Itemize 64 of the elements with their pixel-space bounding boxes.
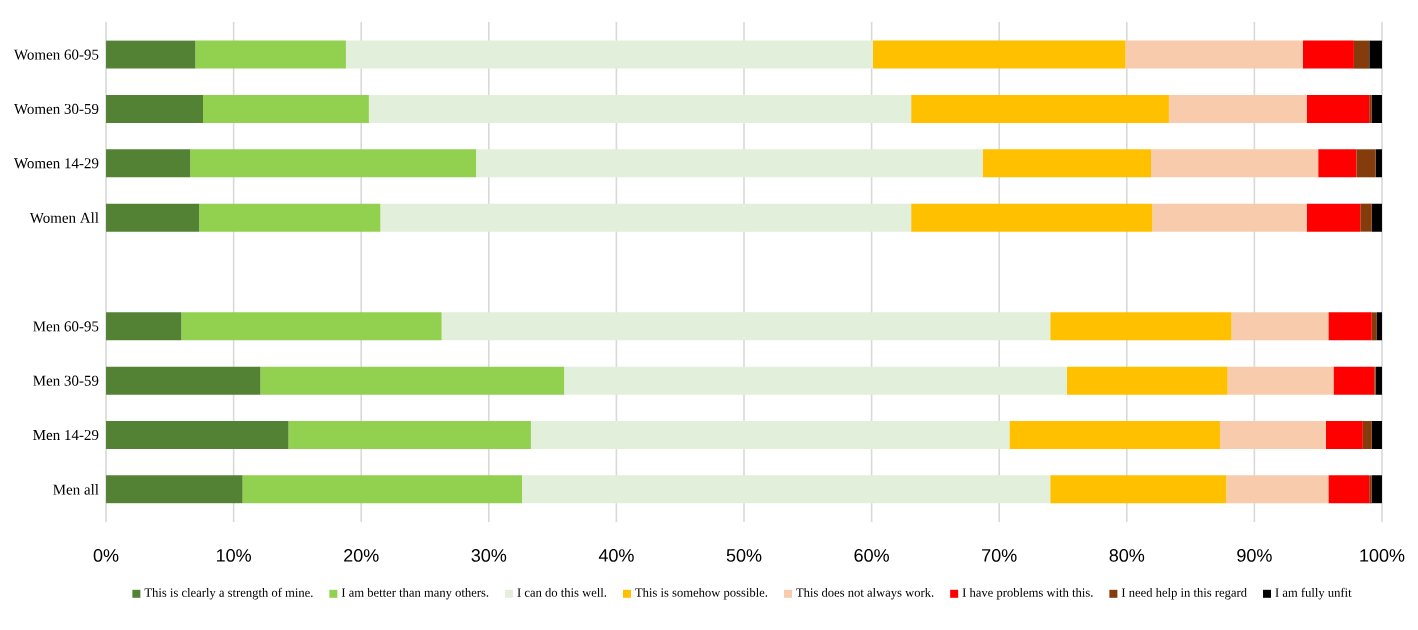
bar — [1219, 421, 1326, 450]
bar — [1306, 94, 1370, 123]
bar — [190, 149, 477, 178]
bar — [203, 94, 369, 123]
bar — [1226, 475, 1329, 504]
bar — [1356, 149, 1376, 178]
bar — [195, 40, 346, 69]
bar — [106, 149, 191, 178]
bar — [441, 312, 1051, 341]
x-tick-label: 90% — [1237, 549, 1272, 562]
bar — [1306, 203, 1361, 232]
bar — [368, 94, 912, 123]
bar — [1353, 40, 1370, 69]
x-tick-label: 60% — [854, 549, 889, 562]
bar — [1125, 40, 1303, 69]
bar — [106, 421, 289, 450]
x-tick-label: 20% — [344, 549, 379, 562]
bar — [1227, 366, 1334, 395]
bar — [345, 40, 873, 69]
bar — [911, 203, 1153, 232]
bar — [106, 475, 243, 504]
x-tick-label: 70% — [982, 549, 1017, 562]
bar — [1302, 40, 1354, 69]
bar — [242, 475, 522, 504]
bar — [911, 94, 1169, 123]
bar — [530, 421, 1010, 450]
x-tick-label: 80% — [1109, 549, 1145, 562]
bar — [872, 40, 1126, 69]
bar — [1231, 312, 1329, 341]
bar — [564, 366, 1067, 395]
bar — [288, 421, 531, 450]
bar — [521, 475, 1051, 504]
x-tick-label: 30% — [471, 549, 507, 562]
bar — [1328, 475, 1370, 504]
bar — [1009, 421, 1220, 450]
bar — [1152, 203, 1307, 232]
bar — [1371, 312, 1377, 341]
bar — [106, 40, 196, 69]
bar — [181, 312, 442, 341]
bar — [1050, 312, 1232, 341]
bar — [260, 366, 565, 395]
bar — [1328, 312, 1372, 341]
bar — [1168, 94, 1307, 123]
x-tick-label: 50% — [726, 549, 762, 562]
x-tick-label: 10% — [216, 549, 251, 562]
bar — [1362, 421, 1372, 450]
x-tick-label: 40% — [598, 549, 634, 562]
bar — [106, 203, 200, 232]
bar — [1333, 366, 1375, 395]
bar — [1066, 366, 1228, 395]
bar — [380, 203, 912, 232]
bar — [106, 366, 261, 395]
bar — [106, 94, 203, 123]
bar — [476, 149, 983, 178]
x-tick-label: 100% — [1360, 549, 1405, 562]
bar — [1318, 149, 1357, 178]
bar — [106, 312, 182, 341]
bar — [982, 149, 1152, 178]
x-tick-label: 0% — [93, 549, 119, 562]
bar — [1050, 475, 1227, 504]
bar — [199, 203, 381, 232]
bar — [1325, 421, 1363, 450]
bar — [1151, 149, 1319, 178]
bar — [1360, 203, 1372, 232]
